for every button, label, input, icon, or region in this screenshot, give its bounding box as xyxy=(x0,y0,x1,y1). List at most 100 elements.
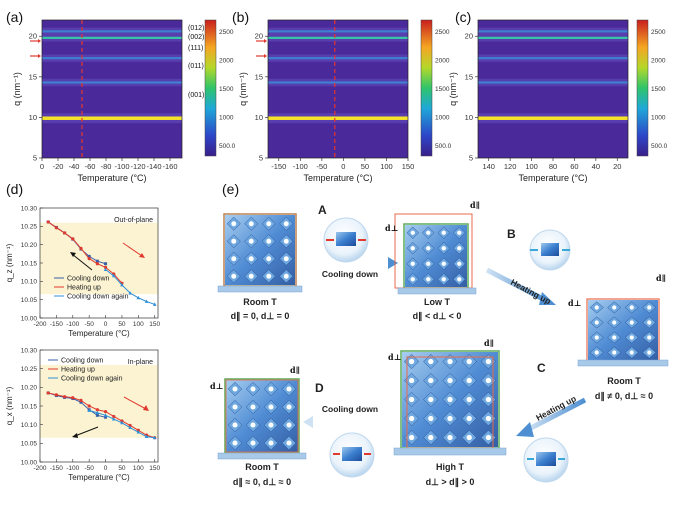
cation-site xyxy=(428,396,434,403)
heatmap-background xyxy=(42,20,182,158)
mini-crystal-c xyxy=(536,452,556,466)
x-tick-label: 100 xyxy=(525,162,538,171)
data-point xyxy=(95,413,99,417)
data-point xyxy=(120,283,124,287)
x-tick-label: -150 xyxy=(50,465,63,472)
y-tick-label: 10.05 xyxy=(21,441,38,448)
d-perp-label-high: d⊥ xyxy=(388,352,401,362)
step-label-d: D xyxy=(315,381,324,395)
heatmap-band-3 xyxy=(268,36,408,39)
data-point xyxy=(144,434,149,439)
data-point xyxy=(103,265,108,269)
state-title-1: Room T xyxy=(243,297,277,307)
indicator-arrowhead xyxy=(38,39,41,43)
panel-label-e: (e) xyxy=(222,181,239,197)
data-point xyxy=(46,220,50,224)
cation-site xyxy=(629,305,634,310)
crystal-room-t-initial xyxy=(217,213,303,293)
colorbar-tick-label: 2500 xyxy=(651,29,666,36)
series-line-1 xyxy=(47,221,123,284)
cation-site xyxy=(594,335,599,340)
cation-site xyxy=(408,377,415,384)
x-tick-label: -200 xyxy=(33,465,46,472)
cation-site xyxy=(231,273,237,279)
cation-site xyxy=(466,358,472,365)
cation-site xyxy=(231,256,237,262)
cation-site xyxy=(594,305,599,310)
peak-label: (011) xyxy=(188,63,204,70)
y-tick-label: 15 xyxy=(29,72,37,81)
y-tick-label: 15 xyxy=(465,72,473,81)
cation-site xyxy=(447,396,453,403)
data-point xyxy=(104,415,108,419)
cation-site xyxy=(232,386,238,392)
x-tick-label: -50 xyxy=(316,162,327,171)
cation-site xyxy=(647,320,652,325)
y-tick-label: 10.20 xyxy=(21,385,38,392)
peak-label: (002) xyxy=(188,34,204,41)
colorbar-tick-label: 1500 xyxy=(651,86,666,93)
x-tick-label: 150 xyxy=(402,162,415,171)
data-point xyxy=(62,395,67,399)
legend-label: Heating up xyxy=(61,367,95,374)
heatmap-band-1 xyxy=(478,81,628,84)
x-tick-label: -100 xyxy=(293,162,308,171)
heatmap-band-0 xyxy=(268,116,408,120)
y-tick-label: 20 xyxy=(465,32,473,41)
x-tick-label: -150 xyxy=(50,321,63,328)
colorbar-tick-label: 1500 xyxy=(435,86,450,93)
x-tick-label: 120 xyxy=(504,162,517,171)
cation-site xyxy=(232,422,238,428)
heatmap-band-0 xyxy=(42,116,182,120)
data-point xyxy=(136,430,141,434)
trend-arrow-heat xyxy=(123,396,147,410)
legend-label: Cooling down again xyxy=(61,376,123,383)
y-tick-label: 10.15 xyxy=(21,403,38,410)
x-tick-label: 100 xyxy=(133,321,144,328)
y-tick-label: 10 xyxy=(29,113,37,122)
colorbar-tick-label: 500.0 xyxy=(651,143,668,150)
x-tick-label: 150 xyxy=(149,465,160,472)
cation-site xyxy=(268,404,274,410)
cation-site xyxy=(612,320,617,325)
data-point xyxy=(144,299,149,303)
heatmap-band-2 xyxy=(42,57,182,60)
data-point xyxy=(71,237,75,241)
data-point xyxy=(103,267,108,271)
cation-site xyxy=(283,256,289,262)
y-axis-label: q (nm⁻¹) xyxy=(12,72,22,106)
cation-site xyxy=(231,238,237,244)
legend-label: Cooling down xyxy=(67,276,110,283)
y-tick-label: 10 xyxy=(465,113,473,122)
x-tick-label: -200 xyxy=(33,321,46,328)
peak-label: (012) xyxy=(188,25,204,32)
cation-site xyxy=(248,238,254,244)
colorbar-tick-label: 500.0 xyxy=(435,143,452,150)
y-tick-label: 10.00 xyxy=(21,459,38,466)
state-cond-3: d∥ ≠ 0, d⊥ ≈ 0 xyxy=(595,391,653,402)
step-label-a: A xyxy=(318,203,327,217)
data-point xyxy=(103,413,108,417)
cation-site xyxy=(426,246,431,251)
cation-site xyxy=(266,221,272,227)
d-par-label-room: d∥ xyxy=(656,273,666,283)
cation-site xyxy=(268,440,274,446)
d-par-label-final: d∥ xyxy=(290,365,300,375)
colorbar-tick-label: 1500 xyxy=(219,86,234,93)
colorbar-tick-label: 1000 xyxy=(435,115,450,122)
cation-site xyxy=(447,434,453,441)
cation-site xyxy=(466,415,472,422)
y-tick-label: 10 xyxy=(255,113,263,122)
process-arrow-b xyxy=(485,267,547,303)
d-par-label-high: d∥ xyxy=(484,338,494,348)
cation-site xyxy=(485,396,492,403)
y-tick-label: 10.30 xyxy=(21,347,38,354)
cation-site xyxy=(250,422,256,428)
data-point xyxy=(128,425,132,430)
x-tick-label: -50 xyxy=(84,321,94,328)
x-tick-label: -20 xyxy=(53,162,64,171)
indicator-arrowhead xyxy=(38,54,41,58)
data-point xyxy=(95,262,99,266)
data-point xyxy=(95,408,99,412)
cation-site xyxy=(248,256,254,262)
